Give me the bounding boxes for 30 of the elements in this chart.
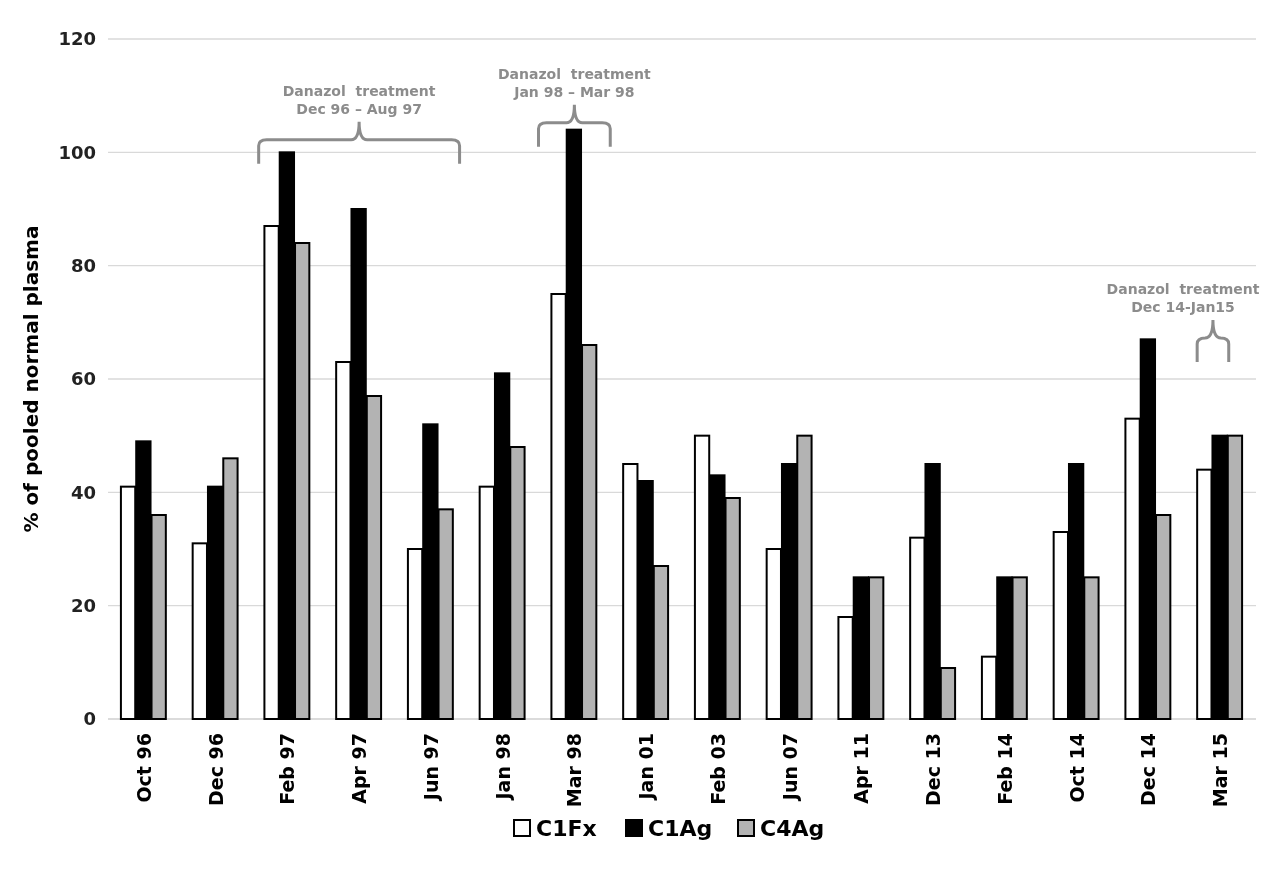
annotation: Danazol treatment Dec 14-Jan15 — [1106, 281, 1260, 315]
y-tick-label: 60 — [70, 368, 96, 390]
legend-label: C1Fx — [536, 815, 597, 841]
x-tick-label: Dec 14 — [1137, 733, 1160, 806]
legend-label: C1Ag — [648, 815, 713, 841]
x-tick-label: Feb 97 — [276, 733, 299, 805]
x-tick-label: Mar 15 — [1209, 733, 1232, 808]
annotation: Danazol treatment Jan 98 – Mar 98 — [497, 65, 652, 100]
annotation: Danazol treatment Dec 96 – Aug 97 — [282, 82, 436, 117]
x-tick-label: Feb 14 — [993, 733, 1016, 805]
y-tick-label: 80 — [70, 254, 96, 276]
y-tick-label: 0 — [83, 708, 96, 730]
y-tick-label: 100 — [58, 141, 96, 163]
x-tick-label: Mar 98 — [563, 733, 586, 808]
x-tick-label: Apr 97 — [348, 733, 371, 804]
x-tick-label: Jan 01 — [635, 733, 658, 802]
x-tick-label: Oct 14 — [1065, 733, 1088, 803]
x-tick-label: Feb 03 — [706, 733, 729, 805]
legend-label: C4Ag — [760, 815, 825, 841]
x-tick-label: Dec 96 — [204, 733, 227, 806]
y-axis-title: % of pooled normal plasma — [19, 225, 43, 533]
y-tick-label: 20 — [70, 594, 96, 616]
y-tick-label: 40 — [70, 481, 96, 503]
x-tick-label: Jun 97 — [419, 733, 442, 803]
x-tick-label: Jan 98 — [491, 733, 514, 802]
x-tick-label: Apr 11 — [850, 733, 873, 804]
y-tick-label: 120 — [58, 28, 96, 50]
x-tick-label: Dec 13 — [922, 733, 945, 806]
x-tick-label: Jun 07 — [778, 733, 801, 803]
x-tick-label: Oct 96 — [132, 733, 155, 803]
